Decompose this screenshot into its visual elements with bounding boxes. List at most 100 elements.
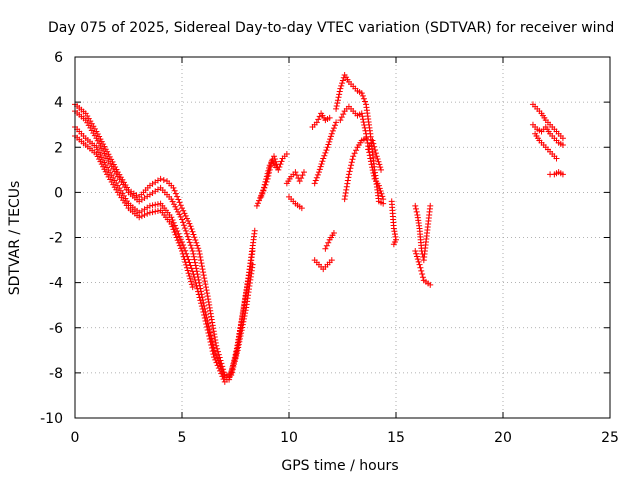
data-point (337, 85, 344, 92)
data-point (375, 158, 382, 165)
data-point (187, 223, 194, 230)
data-point (169, 223, 176, 230)
data-point (369, 137, 376, 144)
data-point (196, 294, 203, 301)
data-point (323, 242, 330, 249)
data-point (197, 257, 204, 264)
data-point (171, 187, 178, 194)
data-point (415, 258, 422, 265)
data-point (353, 147, 360, 154)
data-point (358, 110, 365, 117)
data-point (240, 318, 247, 325)
data-point (185, 270, 192, 277)
data-point (553, 155, 560, 162)
data-point (334, 100, 341, 107)
data-point (298, 175, 305, 182)
data-point (257, 195, 264, 202)
data-point (157, 175, 164, 182)
data-point (202, 281, 209, 288)
data-point (177, 245, 184, 252)
y-tick-label: 6 (54, 50, 63, 66)
data-point (363, 133, 370, 140)
data-point (184, 233, 191, 240)
ticks-layer: 0 5 10 15 20 25 -10 -8 -6 -4 -2 0 2 4 6 (40, 50, 619, 446)
data-point (192, 259, 199, 266)
data-point (345, 174, 352, 181)
data-point (235, 341, 242, 348)
data-point (190, 271, 197, 278)
data-point (342, 189, 349, 196)
data-point (144, 210, 151, 217)
data-point (180, 207, 187, 214)
series-track-m (333, 72, 387, 207)
data-point (233, 350, 240, 357)
data-point (375, 182, 382, 189)
data-point (236, 338, 243, 345)
data-point (333, 105, 340, 112)
data-point (416, 261, 423, 268)
data-point (341, 196, 348, 203)
data-point (249, 261, 256, 268)
data-point (212, 336, 219, 343)
data-point (412, 248, 419, 255)
data-point (345, 171, 352, 178)
data-point (242, 307, 249, 314)
data-point (193, 282, 200, 289)
data-point (370, 172, 377, 179)
data-point (376, 185, 383, 192)
x-axis-label: GPS time / hours (281, 458, 398, 474)
data-point (149, 202, 156, 209)
x-tick-label: 25 (601, 430, 619, 446)
data-point (335, 94, 342, 101)
data-point (101, 150, 108, 157)
data-point (98, 161, 105, 168)
data-point (334, 97, 341, 104)
data-point (344, 180, 351, 187)
data-point (235, 344, 242, 351)
data-point (239, 321, 246, 328)
data-point (350, 153, 357, 160)
data-point (261, 184, 268, 191)
y-tick-label: -6 (49, 321, 63, 337)
data-point (211, 354, 218, 361)
data-point (146, 202, 153, 209)
data-point (378, 166, 385, 173)
y-tick-label: -8 (49, 366, 63, 382)
data-point (239, 324, 246, 331)
data-point (241, 313, 248, 320)
data-point (214, 362, 221, 369)
series-track-r (412, 202, 434, 264)
data-point (251, 227, 258, 234)
data-point (348, 162, 355, 169)
data-point (298, 205, 305, 212)
series-track-c (72, 123, 256, 385)
data-point (179, 248, 185, 255)
data-point (218, 370, 225, 377)
data-point (154, 207, 161, 214)
data-point (300, 169, 307, 176)
data-point (175, 230, 182, 237)
data-point (210, 325, 217, 332)
data-point (215, 365, 222, 372)
data-point (209, 348, 216, 355)
data-point (174, 193, 181, 200)
data-point (197, 297, 204, 304)
series-track-s (412, 248, 434, 288)
data-point (315, 116, 322, 123)
data-point (97, 158, 104, 165)
data-point (316, 166, 323, 173)
data-point (205, 330, 212, 337)
data-point (208, 316, 215, 323)
data-point (320, 155, 327, 162)
data-point (179, 239, 185, 246)
data-point (418, 267, 425, 274)
data-point (176, 199, 183, 206)
data-point (176, 242, 183, 249)
data-point (311, 180, 318, 187)
data-point (188, 265, 195, 272)
data-point (102, 152, 109, 159)
data-point (390, 241, 397, 248)
data-point (213, 359, 220, 366)
data-point (96, 156, 103, 163)
series-track-q (388, 198, 399, 248)
